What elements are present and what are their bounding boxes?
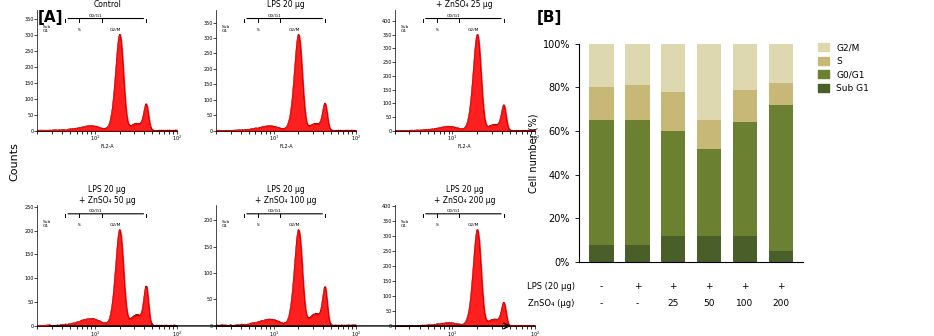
Bar (697, 44, 721, 120)
Text: -: - (600, 299, 603, 308)
Text: S: S (78, 28, 80, 32)
Text: +: + (742, 282, 749, 291)
Text: +: + (777, 282, 785, 291)
Bar (661, 44, 686, 92)
Bar (589, 120, 614, 245)
Text: S: S (435, 223, 438, 227)
Text: ZnSO₄ (μg): ZnSO₄ (μg) (529, 299, 574, 308)
Text: G2/M: G2/M (110, 28, 121, 32)
Text: Counts: Counts (9, 142, 19, 181)
Bar (769, 105, 793, 251)
Title: LPS 20 μg
+ ZnSO₄ 200 μg: LPS 20 μg + ZnSO₄ 200 μg (434, 185, 496, 205)
Text: G2/M: G2/M (468, 28, 479, 32)
Bar (625, 120, 649, 245)
Bar (661, 131, 686, 236)
Text: -: - (600, 282, 603, 291)
Text: +: + (705, 282, 713, 291)
Bar (733, 236, 757, 262)
Text: Sub
G1: Sub G1 (401, 220, 409, 228)
X-axis label: FL2-A: FL2-A (458, 144, 472, 149)
Bar (769, 83, 793, 105)
Text: [A]: [A] (37, 10, 63, 25)
Text: G0/G1: G0/G1 (446, 209, 460, 213)
Text: [B]: [B] (537, 10, 562, 25)
Text: S: S (257, 223, 260, 227)
Text: G2/M: G2/M (110, 223, 121, 227)
Bar (697, 149, 721, 236)
Text: G2/M: G2/M (289, 223, 300, 227)
Text: Sub
G1: Sub G1 (221, 220, 230, 228)
Bar (769, 44, 793, 83)
Text: Sub
G1: Sub G1 (401, 25, 409, 33)
Bar (589, 87, 614, 120)
Bar (589, 44, 614, 87)
Bar (625, 44, 649, 85)
Text: G0/G1: G0/G1 (89, 209, 103, 213)
Title: LPS 20 μg
+ ZnSO₄ 100 μg: LPS 20 μg + ZnSO₄ 100 μg (255, 185, 317, 205)
Text: 100: 100 (736, 299, 754, 308)
Bar (697, 120, 721, 149)
Text: G0/G1: G0/G1 (446, 14, 460, 18)
Text: G2/M: G2/M (468, 223, 479, 227)
Bar (625, 85, 649, 120)
Bar (697, 236, 721, 262)
Bar (769, 251, 793, 262)
X-axis label: FL2-A: FL2-A (279, 144, 293, 149)
Text: -: - (636, 299, 639, 308)
Title: LPS 20 μg
+ ZnSO₄ 25 μg: LPS 20 μg + ZnSO₄ 25 μg (436, 0, 493, 9)
Text: G0/G1: G0/G1 (268, 209, 282, 213)
Text: Sub
G1: Sub G1 (221, 25, 230, 33)
Title: LPS 20 μg
+ ZnSO₄ 50 μg: LPS 20 μg + ZnSO₄ 50 μg (78, 185, 135, 205)
Text: 50: 50 (703, 299, 715, 308)
Bar (661, 92, 686, 131)
Text: 200: 200 (772, 299, 789, 308)
Text: S: S (257, 28, 260, 32)
Legend: G2/M, S, G0/G1, Sub G1: G2/M, S, G0/G1, Sub G1 (814, 39, 872, 97)
Text: G0/G1: G0/G1 (89, 14, 103, 18)
Text: +: + (670, 282, 677, 291)
Text: G2/M: G2/M (289, 28, 300, 32)
Text: S: S (435, 28, 438, 32)
Text: LPS (20 μg): LPS (20 μg) (527, 282, 574, 291)
Text: Sub
G1: Sub G1 (43, 220, 51, 228)
Bar (625, 245, 649, 262)
X-axis label: FL2-A: FL2-A (100, 144, 114, 149)
Bar (733, 122, 757, 236)
Title: LPS 20 μg: LPS 20 μg (267, 0, 304, 9)
Title: Control: Control (93, 0, 121, 9)
Bar (733, 44, 757, 90)
Text: S: S (78, 223, 80, 227)
Text: Sub
G1: Sub G1 (43, 25, 51, 33)
Text: G0/G1: G0/G1 (268, 14, 282, 18)
Text: +: + (633, 282, 641, 291)
Text: 25: 25 (668, 299, 679, 308)
Y-axis label: Cell number (%): Cell number (%) (529, 113, 538, 193)
Bar (661, 236, 686, 262)
Bar (733, 90, 757, 122)
Bar (589, 245, 614, 262)
